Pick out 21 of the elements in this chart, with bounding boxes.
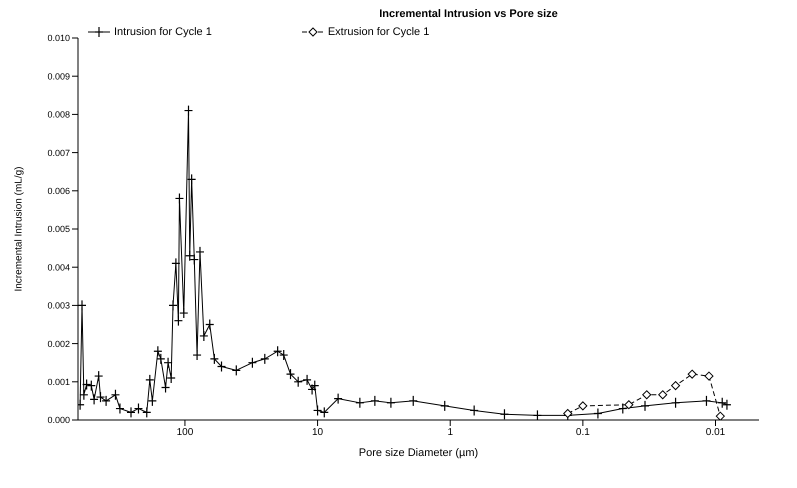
x-tick-label: 1 (447, 427, 454, 438)
x-tick-label: 10 (312, 427, 324, 438)
y-tick-label: 0.003 (47, 300, 70, 311)
y-tick-label: 0.008 (47, 110, 70, 120)
y-tick-label: 0.009 (47, 71, 70, 82)
y-axis-title: Incremental Intrusion (mL/g) (14, 166, 25, 292)
legend-label: Intrusion for Cycle 1 (114, 26, 212, 38)
y-tick-label: 0.000 (47, 415, 70, 426)
x-tick-label: 0.1 (576, 427, 590, 438)
y-tick-label: 0.004 (47, 262, 70, 272)
y-tick-label: 0.007 (47, 148, 70, 158)
x-tick-label: 0.01 (706, 427, 726, 438)
y-tick-label: 0.006 (47, 186, 70, 196)
y-tick-label: 0.002 (47, 338, 70, 349)
x-axis-title: Pore size Diameter (µm) (358, 447, 478, 459)
chart-title: Incremental Intrusion vs Pore size (378, 8, 559, 22)
y-tick-label: 0.010 (47, 33, 70, 44)
x-tick-label: 100 (176, 427, 194, 438)
y-tick-label: 0.001 (47, 376, 70, 387)
legend-label: Extrusion for Cycle 1 (328, 26, 430, 38)
y-tick-label: 0.005 (47, 224, 70, 234)
